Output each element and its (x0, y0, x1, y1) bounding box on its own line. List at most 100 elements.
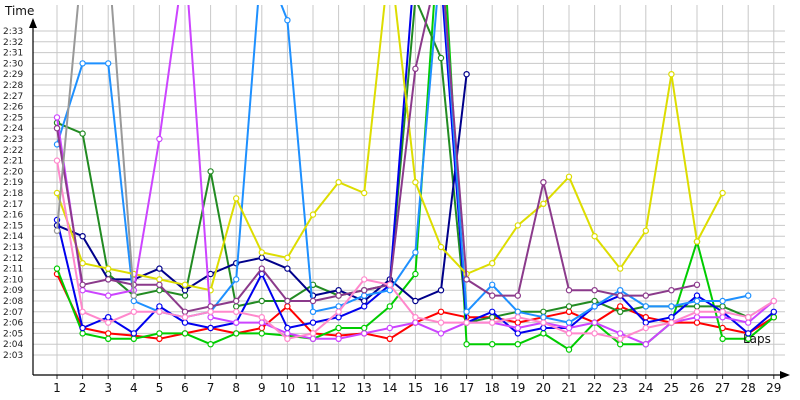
data-point (53, 124, 61, 132)
data-point (207, 308, 214, 315)
data-point (156, 265, 163, 272)
data-point (386, 281, 393, 288)
data-point (540, 178, 547, 186)
y-tick-label: 2:27 (3, 92, 23, 102)
data-point (693, 319, 701, 326)
series-group (53, 0, 778, 353)
data-point (156, 276, 163, 283)
data-point (207, 168, 214, 175)
data-point (258, 324, 265, 332)
data-point (104, 276, 112, 283)
x-tick-label: 13 (357, 381, 372, 395)
data-point (181, 292, 189, 299)
data-point (207, 314, 214, 321)
data-point (719, 303, 726, 310)
data-point (361, 276, 368, 283)
data-point (130, 297, 137, 305)
data-point (130, 308, 137, 315)
data-point (181, 330, 189, 337)
data-point (412, 314, 419, 321)
data-point (745, 314, 752, 321)
data-point (309, 330, 317, 337)
x-tick-label: 19 (510, 381, 525, 395)
x-tick-label: 12 (331, 381, 346, 395)
y-tick-label: 2:15 (3, 221, 23, 231)
data-point (232, 297, 240, 305)
data-point (156, 335, 163, 342)
x-tick-label: 22 (587, 381, 602, 395)
data-point (591, 287, 598, 294)
x-tick-label: 7 (207, 381, 215, 395)
data-point (79, 330, 86, 337)
data-point (489, 292, 496, 299)
data-point (642, 341, 650, 348)
data-point (540, 314, 547, 321)
series-10 (53, 157, 778, 342)
y-tick-label: 2:07 (3, 308, 23, 318)
y-tick-label: 2:03 (3, 351, 23, 361)
data-point (258, 265, 265, 272)
data-point (79, 308, 86, 315)
data-point (207, 303, 214, 310)
data-point (719, 335, 726, 342)
data-point (668, 70, 675, 78)
data-point (617, 335, 624, 342)
x-tick-label: 4 (130, 381, 138, 395)
y-tick-label: 2:08 (3, 297, 23, 307)
x-tick-label: 14 (382, 381, 397, 395)
data-point (437, 54, 445, 62)
y-tick-label: 2:26 (3, 103, 23, 113)
data-point (335, 178, 342, 186)
data-point (309, 319, 317, 326)
data-point (284, 303, 291, 310)
data-point (642, 314, 650, 321)
data-point (104, 60, 112, 67)
data-point (514, 314, 522, 321)
data-point (591, 297, 598, 305)
data-point (79, 260, 86, 267)
data-point (156, 287, 163, 294)
x-tick-label: 20 (536, 381, 551, 395)
data-point (617, 265, 624, 272)
data-point (770, 308, 778, 315)
data-point (668, 314, 675, 321)
data-point (361, 324, 368, 332)
data-point (514, 324, 522, 332)
y-tick-label: 2:16 (3, 211, 23, 221)
data-point (258, 330, 265, 337)
y-tick-label: 2:31 (3, 49, 23, 59)
y-tick-label: 2:28 (3, 81, 23, 91)
data-point (232, 195, 240, 202)
data-point (668, 303, 675, 310)
data-point (463, 341, 470, 348)
data-point (719, 308, 726, 315)
data-point (514, 292, 522, 299)
data-point (335, 287, 342, 294)
data-point (413, 0, 418, 1)
data-point (617, 330, 624, 337)
data-point (565, 319, 573, 326)
x-tick-label: 6 (181, 381, 189, 395)
data-point (565, 346, 573, 353)
data-point (565, 287, 573, 294)
data-point (232, 308, 240, 315)
axes (29, 18, 790, 379)
y-tick-label: 2:23 (3, 135, 23, 145)
data-point (540, 330, 547, 337)
y-tick-label: 2:04 (3, 340, 23, 350)
data-point (361, 292, 368, 299)
data-point (335, 292, 342, 299)
data-point (232, 330, 240, 337)
data-point (489, 281, 496, 288)
data-point (156, 308, 163, 315)
data-point (361, 330, 368, 337)
data-point (514, 319, 522, 326)
x-tick-label: 24 (638, 381, 653, 395)
data-point (284, 265, 291, 272)
data-point (284, 335, 291, 342)
data-point (181, 314, 189, 321)
data-point (284, 297, 291, 305)
data-point (668, 287, 675, 294)
data-point (514, 341, 522, 348)
y-tick-label: 2:13 (3, 243, 23, 253)
